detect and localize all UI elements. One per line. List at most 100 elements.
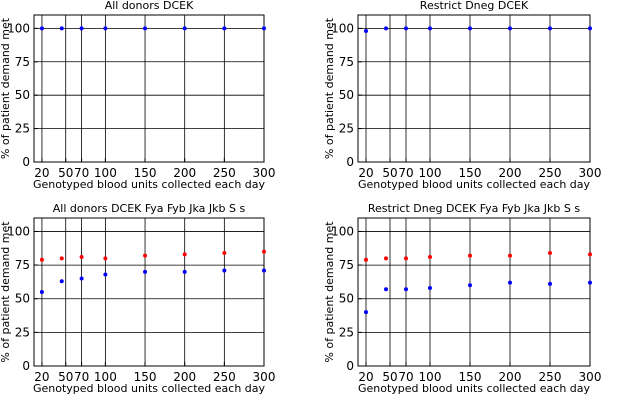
data-point-series-red bbox=[404, 256, 408, 261]
x-tick-label: 20 bbox=[358, 370, 373, 384]
y-tick-label: 50 bbox=[15, 292, 30, 306]
x-tick-label: 100 bbox=[419, 370, 442, 384]
x-tick-label: 300 bbox=[253, 166, 276, 180]
data-point-series-blue bbox=[182, 269, 187, 274]
y-tick-label: 0 bbox=[22, 155, 30, 169]
y-tick-label: 25 bbox=[339, 325, 354, 339]
chart-title: All donors DCEK bbox=[105, 0, 194, 12]
x-tick-label: 50 bbox=[58, 166, 73, 180]
data-point-DCEK bbox=[548, 26, 552, 31]
data-point-series-red bbox=[222, 250, 227, 255]
y-tick-label: 25 bbox=[339, 122, 354, 136]
data-point-series-red bbox=[384, 256, 388, 261]
y-tick-label: 100 bbox=[7, 21, 30, 35]
data-point-DCEK bbox=[79, 26, 84, 31]
data-point-series-red bbox=[79, 255, 84, 260]
x-tick-label: 150 bbox=[134, 166, 157, 180]
x-tick-label: 150 bbox=[134, 370, 157, 384]
data-point-series-blue bbox=[404, 287, 408, 292]
y-axis-label: % of patient demand met bbox=[323, 221, 336, 363]
data-point-series-blue bbox=[364, 310, 368, 315]
plot-area bbox=[34, 218, 264, 366]
data-point-series-red bbox=[428, 255, 432, 260]
x-tick-label: 70 bbox=[398, 370, 413, 384]
x-tick-label: 100 bbox=[94, 166, 117, 180]
axes-frame bbox=[357, 217, 591, 367]
data-point-DCEK bbox=[59, 26, 64, 31]
x-tick-label: 300 bbox=[579, 166, 602, 180]
y-tick-label: 50 bbox=[339, 88, 354, 102]
x-tick-label: 100 bbox=[94, 370, 117, 384]
data-point-DCEK bbox=[103, 26, 108, 31]
chart-top-right: 20 50 70 100 150 200 250 3000255075100Restrict … bbox=[323, 0, 601, 191]
x-tick-label: 200 bbox=[173, 166, 196, 180]
plot-area bbox=[358, 15, 590, 162]
data-point-series-blue bbox=[103, 272, 108, 277]
data-point-DCEK bbox=[182, 26, 187, 31]
data-point-series-red bbox=[103, 256, 108, 261]
x-axis-label: Genotyped blood units collected each day bbox=[358, 382, 591, 395]
data-point-series-blue bbox=[39, 290, 44, 294]
x-tick-label: 100 bbox=[419, 166, 442, 180]
data-point-DCEK bbox=[428, 26, 432, 31]
x-tick-label: 200 bbox=[499, 166, 522, 180]
data-point-series-red bbox=[468, 253, 472, 258]
axes-frame bbox=[33, 217, 265, 367]
y-tick-label: 75 bbox=[339, 258, 354, 272]
x-tick-label: 250 bbox=[213, 166, 236, 180]
data-point-series-blue bbox=[508, 280, 512, 285]
data-point-DCEK bbox=[143, 26, 148, 31]
data-point-series-blue bbox=[548, 281, 552, 286]
data-point-series-blue bbox=[468, 283, 472, 288]
y-tick-label: 75 bbox=[339, 55, 354, 69]
y-tick-label: 50 bbox=[339, 292, 354, 306]
y-tick-label: 0 bbox=[22, 359, 30, 373]
x-tick-label: 200 bbox=[173, 370, 196, 384]
data-point-series-red bbox=[59, 256, 64, 261]
data-point-DCEK bbox=[404, 26, 408, 31]
y-tick-label: 100 bbox=[331, 224, 354, 238]
y-tick-label: 25 bbox=[15, 122, 30, 136]
x-tick-label: 50 bbox=[382, 166, 397, 180]
data-point-series-blue bbox=[588, 280, 592, 285]
y-axis-label: % of patient demand met bbox=[0, 17, 12, 159]
data-point-series-red bbox=[508, 253, 512, 258]
y-tick-label: 100 bbox=[7, 224, 30, 238]
x-tick-label: 150 bbox=[459, 370, 482, 384]
x-tick-label: 200 bbox=[499, 370, 522, 384]
x-axis-label: Genotyped blood units collected each day bbox=[33, 178, 266, 191]
data-point-DCEK bbox=[468, 26, 472, 31]
data-point-DCEK bbox=[588, 26, 592, 31]
x-tick-label: 250 bbox=[539, 370, 562, 384]
data-point-DCEK bbox=[39, 26, 44, 31]
y-tick-label: 0 bbox=[346, 359, 354, 373]
y-axis-label: % of patient demand met bbox=[0, 221, 12, 363]
data-point-DCEK bbox=[508, 26, 512, 31]
y-tick-label: 75 bbox=[15, 258, 30, 272]
chart-bottom-right: 20 50 70 100 150 200 250 3000255075100Restrict … bbox=[323, 202, 601, 395]
data-point-series-red bbox=[262, 249, 266, 254]
x-tick-label: 300 bbox=[579, 370, 602, 384]
plot-area bbox=[358, 218, 590, 366]
data-point-series-blue bbox=[384, 287, 388, 292]
x-tick-label: 300 bbox=[253, 370, 276, 384]
y-axis-label: % of patient demand met bbox=[323, 17, 336, 159]
data-point-series-blue bbox=[59, 279, 64, 284]
data-point-DCEK bbox=[222, 26, 227, 31]
x-axis-label: Genotyped blood units collected each day bbox=[358, 178, 591, 191]
y-tick-label: 50 bbox=[15, 88, 30, 102]
data-point-series-blue bbox=[222, 268, 227, 273]
data-point-series-red bbox=[548, 250, 552, 255]
x-tick-label: 20 bbox=[358, 166, 373, 180]
chart-title: Restrict Dneg DCEK bbox=[420, 0, 529, 12]
x-tick-label: 20 bbox=[34, 370, 49, 384]
chart-title: All donors DCEK Fya Fyb Jka Jkb S s bbox=[53, 202, 246, 215]
y-tick-label: 75 bbox=[15, 55, 30, 69]
y-tick-label: 100 bbox=[331, 21, 354, 35]
data-point-series-blue bbox=[79, 276, 84, 281]
x-tick-label: 20 bbox=[34, 166, 49, 180]
y-tick-label: 25 bbox=[15, 325, 30, 339]
data-point-series-red bbox=[588, 252, 592, 257]
